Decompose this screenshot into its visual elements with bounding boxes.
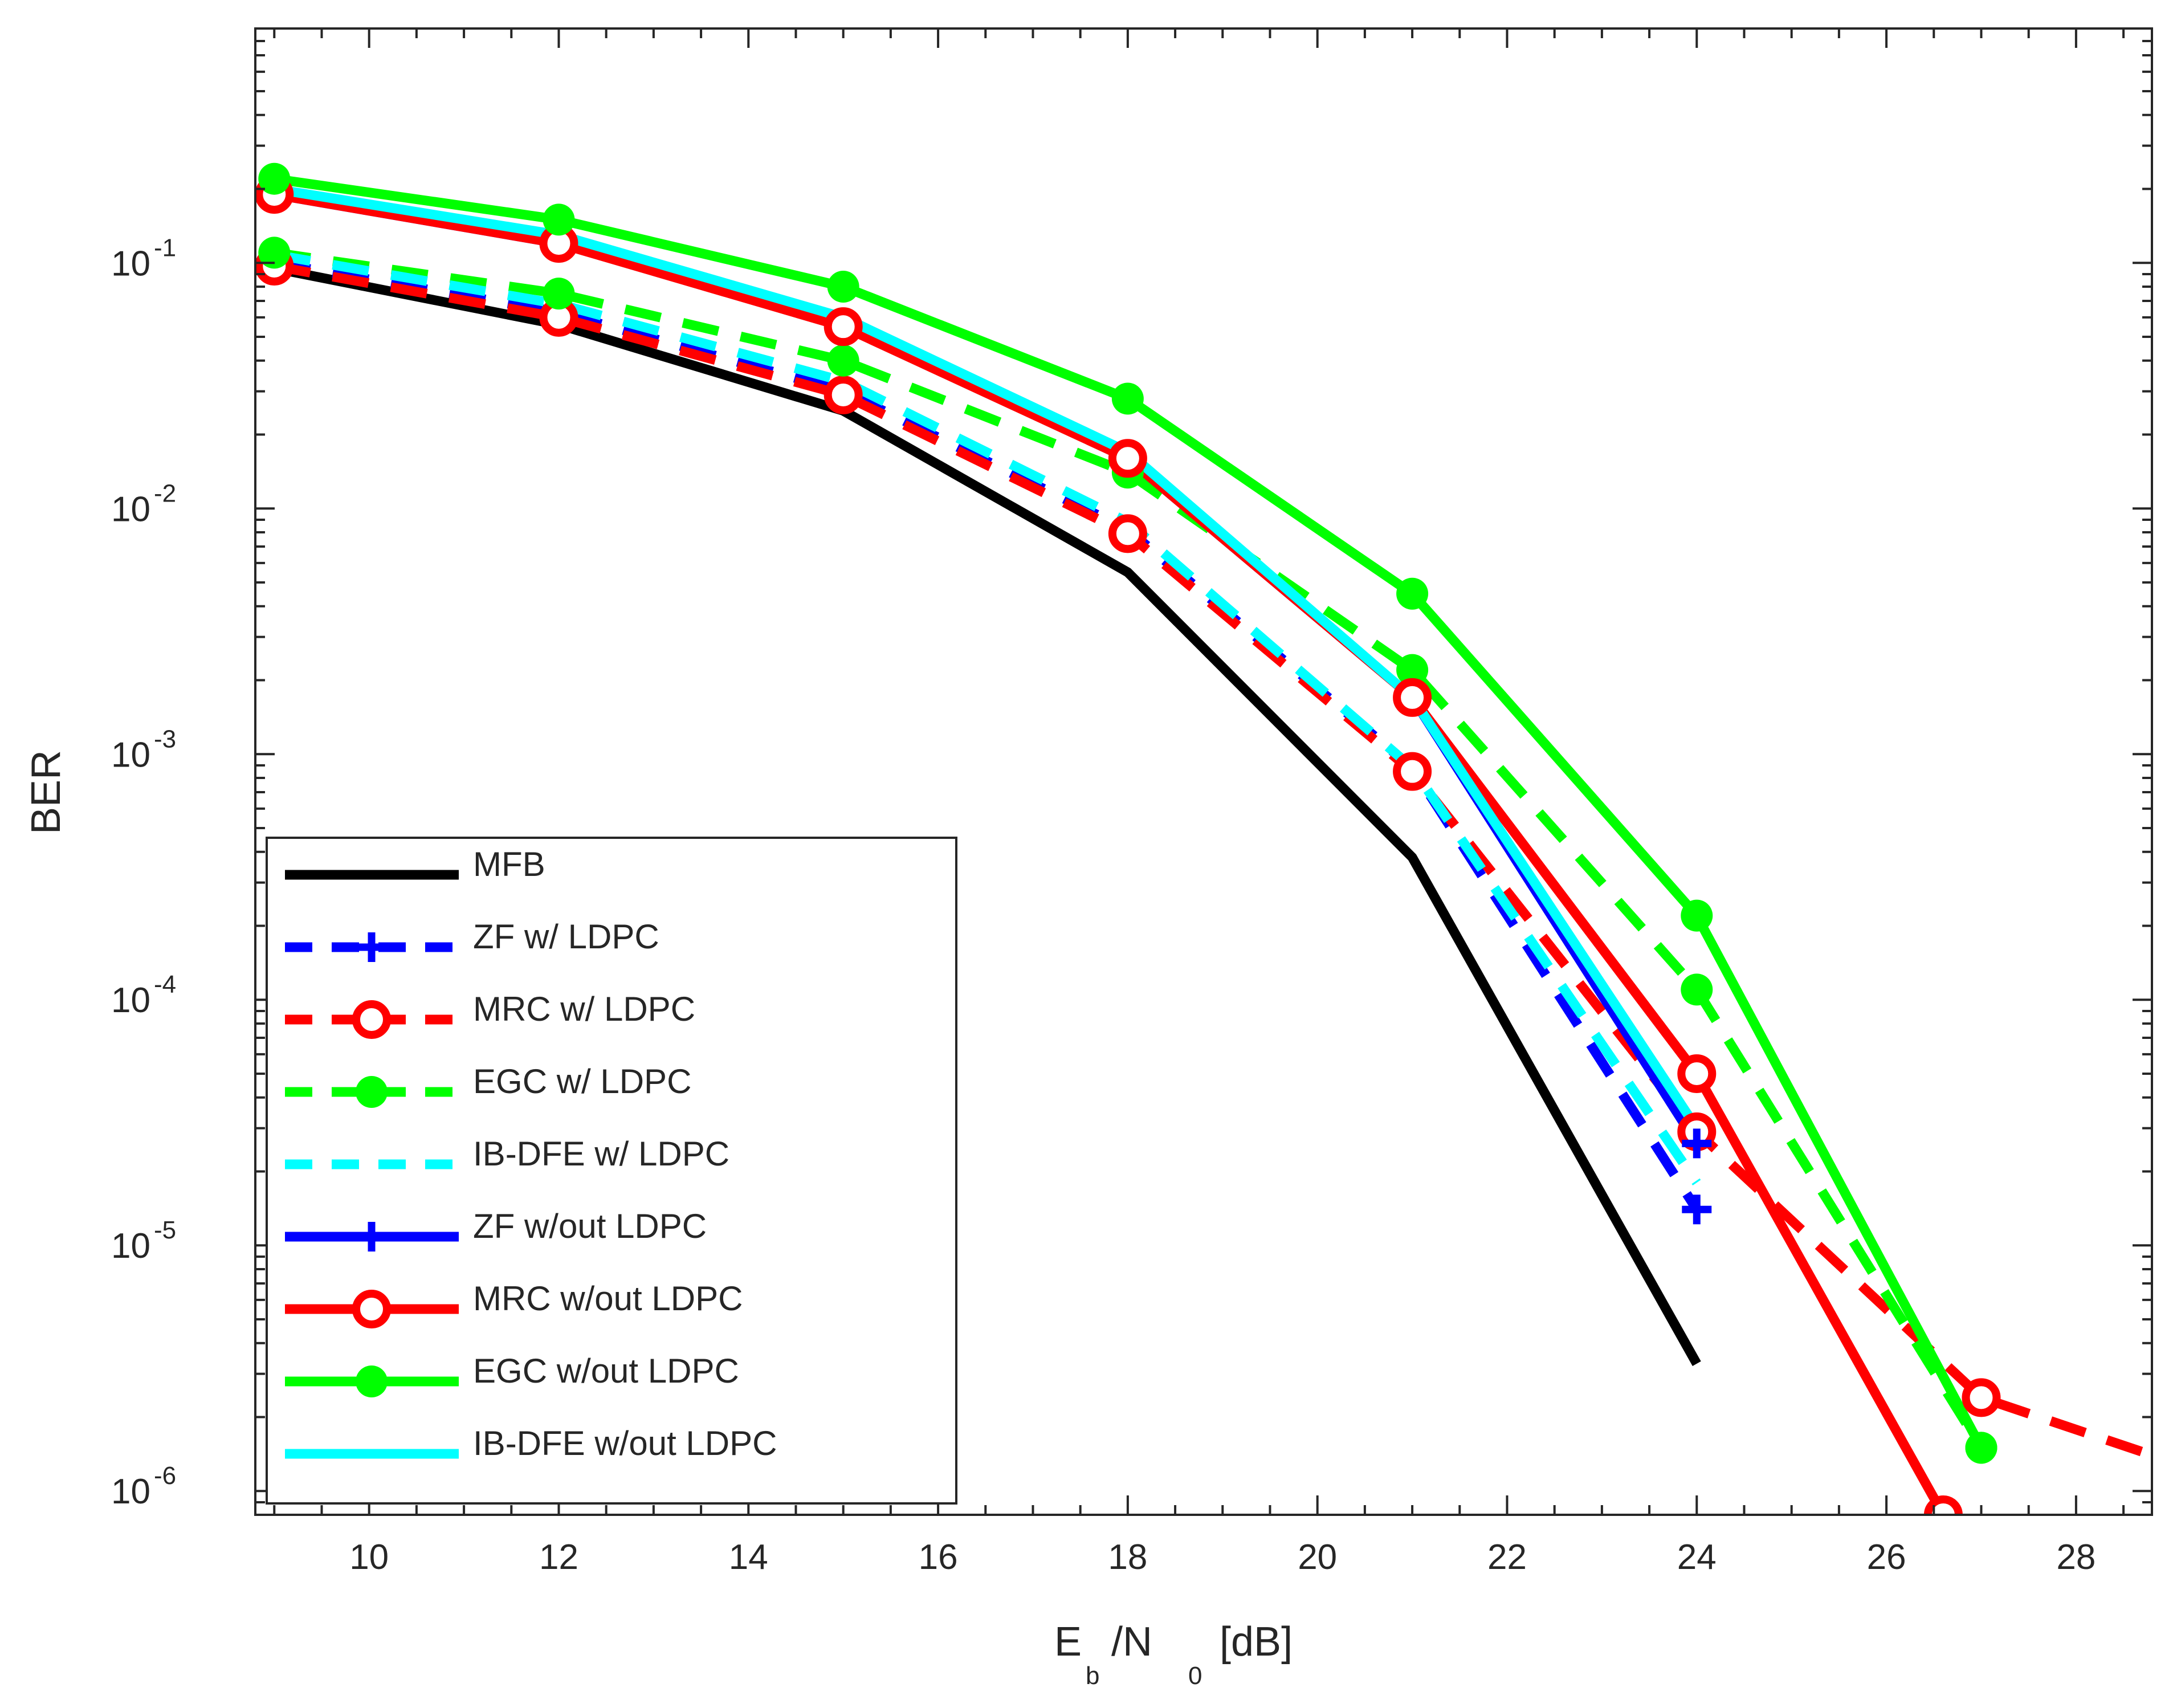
y-tick-label-exponent: -5 [154,1216,176,1244]
y-tick-label-base: 10 [111,490,150,529]
x-axis-label-n: /N [1111,1619,1152,1665]
series-marker-2 [1108,514,1147,553]
legend-label-7: EGC w/out LDPC [473,1352,739,1390]
series-marker-7 [1681,899,1713,932]
legend-marker-1 [357,932,386,962]
legend: MFB ZF w/ LDPC MRC w/ LDPC EGC w/ LDPC IB-DF… [285,845,777,1462]
y-tick-label: 10 -4 [111,971,176,1020]
x-tick-label: 24 [1677,1538,1717,1577]
series-marker-6 [1393,678,1432,717]
legend-label-3: EGC w/ LDPC [473,1062,691,1100]
y-tick-label-base: 10 [111,735,150,774]
series-marker-6 [824,307,863,347]
x-axis-label: E b /N 0 [dB] [1054,1619,1293,1690]
y-tick-label: 10 -3 [111,725,176,774]
y-tick-label-exponent: -2 [154,479,176,507]
series-marker-7 [258,162,291,195]
y-tick-label: 10 -6 [111,1462,176,1511]
series-marker-6 [1923,1495,1963,1515]
series-marker-2 [1393,752,1432,791]
series-marker-3 [1396,654,1429,686]
tick-label-layer: 10 12 14 16 18 20 22 24 26 2810-110-210-310-410-5… [111,234,2096,1577]
series-marker-7 [1965,1432,1997,1464]
legend-marker-3 [356,1076,388,1108]
y-tick-label-base: 10 [111,1472,150,1511]
y-tick-label-exponent: -3 [154,725,176,753]
legend-label-6: MRC w/out LDPC [473,1279,743,1318]
legend-label-0: MFB [473,845,545,883]
y-tick-label: 10 -2 [111,479,176,529]
series-marker-3 [1681,973,1713,1006]
series-line-0 [273,263,1701,1366]
series-line-2 [273,261,2152,1460]
x-tick-label: 26 [1867,1538,1906,1577]
y-tick-label-base: 10 [111,981,150,1020]
x-tick-label: 22 [1487,1538,1527,1577]
series-marker-3 [543,278,575,310]
y-tick-label: 10 -1 [111,234,176,283]
legend-label-4: IB-DFE w/ LDPC [473,1135,729,1173]
series-marker-2 [1962,1378,2001,1417]
x-tick-label: 10 [349,1538,389,1577]
series-marker-3 [827,344,859,377]
legend-label-5: ZF w/out LDPC [473,1207,707,1245]
x-tick-label: 20 [1298,1538,1337,1577]
x-tick-label: 12 [539,1538,578,1577]
y-tick-label-base: 10 [111,1226,150,1266]
series-marker-1 [1682,1195,1712,1225]
legend-marker-6 [352,1290,391,1328]
x-axis-label-e: E [1054,1619,1082,1665]
series-marker-2 [824,375,863,414]
legend-marker-7 [356,1365,388,1397]
y-tick-label-exponent: -6 [154,1462,176,1490]
x-tick-label: 16 [919,1538,958,1577]
y-tick-label-base: 10 [111,244,150,283]
x-tick-label: 14 [729,1538,768,1577]
x-tick-label: 28 [2056,1538,2096,1577]
series-marker-6 [1677,1054,1717,1093]
legend-marker-5 [357,1222,386,1252]
legend-marker-2 [352,1000,391,1039]
series-marker-6 [1108,439,1147,478]
series-line-4 [273,250,1701,1186]
y-tick-label: 10 -5 [111,1216,176,1266]
series-line-8 [273,184,1701,1131]
y-axis-label: BER [23,750,69,834]
legend-label-1: ZF w/ LDPC [473,918,659,956]
series-marker-5 [1682,1128,1712,1159]
series-marker-7 [827,271,859,303]
series-marker-7 [543,203,575,236]
plot-frame [254,27,2153,1516]
y-tick-label-exponent: -4 [154,971,176,998]
legend-label-2: MRC w/ LDPC [473,990,695,1028]
x-axis-label-unit: [dB] [1220,1619,1293,1665]
x-tick-label: 18 [1108,1538,1147,1577]
marker-layer [255,162,2001,1515]
series-marker-7 [1396,577,1429,610]
x-axis-label-sub-b: b [1086,1662,1099,1690]
y-tick-label-exponent: -1 [154,234,176,262]
series-marker-7 [1111,382,1144,415]
legend-label-8: IB-DFE w/out LDPC [473,1424,777,1462]
series-marker-3 [258,237,291,269]
x-axis-label-sub-0: 0 [1188,1662,1202,1690]
